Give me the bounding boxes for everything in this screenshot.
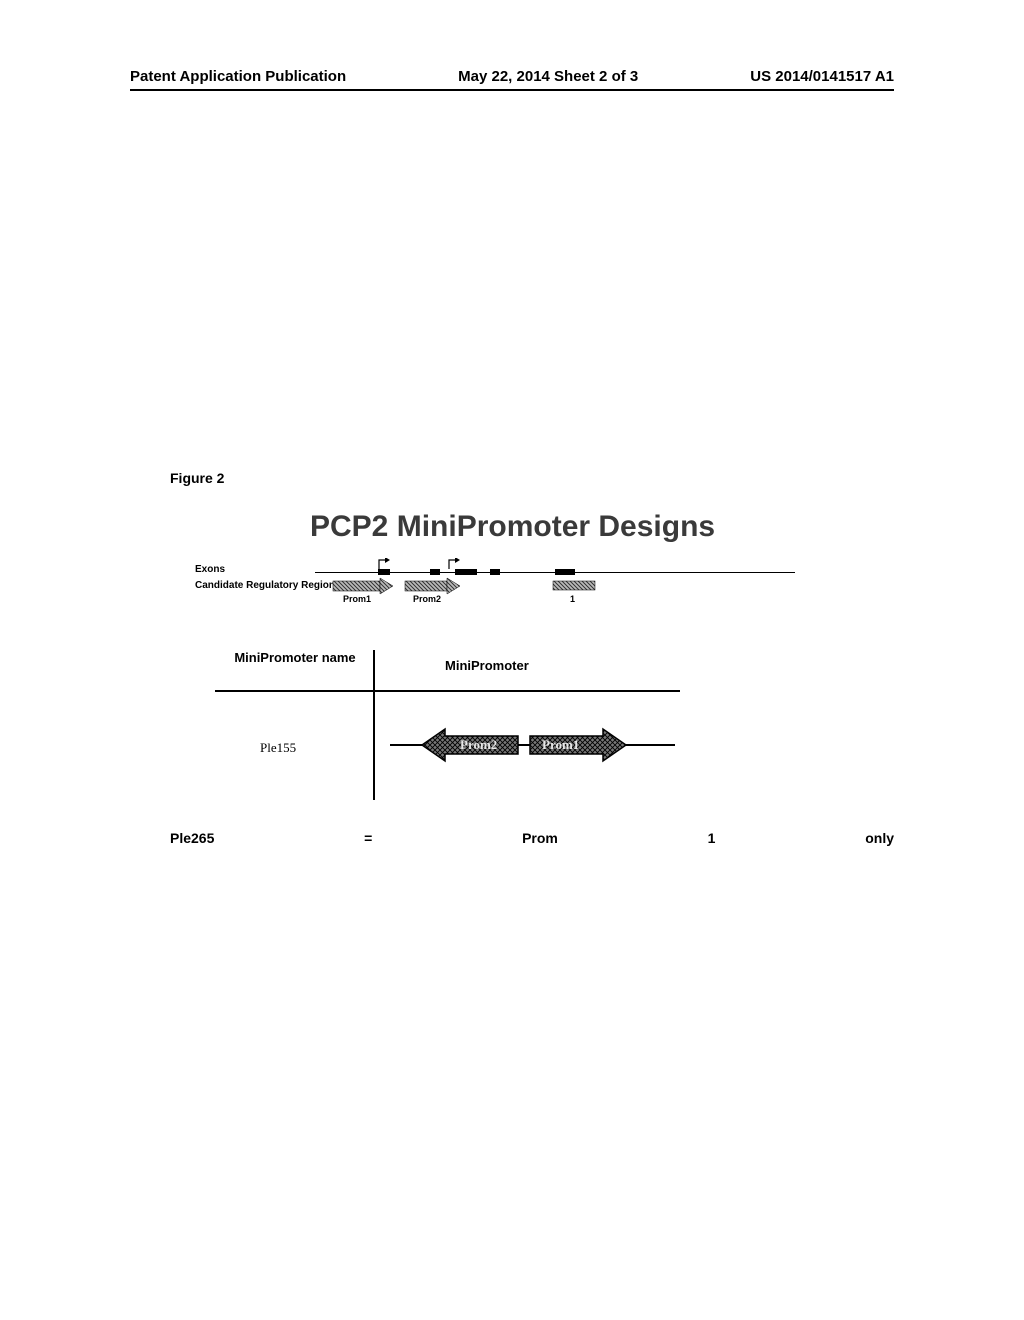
header-center: May 22, 2014 Sheet 2 of 3 [458,68,638,85]
footer-only: only [865,830,894,846]
main-title: PCP2 MiniPromoter Designs [310,510,715,544]
header-right: US 2014/0141517 A1 [750,68,894,85]
table-header-mp: MiniPromoter [445,658,529,673]
table-header-name: MiniPromoter name [225,650,365,665]
exon [378,569,390,575]
footer-one: 1 [708,830,716,846]
exon [490,569,500,575]
tss-arrow [379,558,390,569]
prom2-region [405,578,460,594]
footer-ple265: Ple265 [170,830,214,846]
prom1-label: Prom1 [343,594,371,604]
exon [430,569,440,575]
table-hline [215,690,680,692]
table-vline [373,650,375,800]
exon [555,569,575,575]
prom1-region [333,578,393,594]
figure-label: Figure 2 [170,470,224,486]
tss-arrow [449,558,460,569]
prom1-text: Prom1 [542,737,579,752]
prom2-label: Prom2 [413,594,441,604]
exon [455,569,477,575]
prom2-text: Prom2 [460,737,497,752]
region1-label: 1 [570,594,575,604]
header-left: Patent Application Publication [130,68,346,85]
footer-equation: Ple265 = Prom 1 only [170,830,894,846]
footer-equals: = [364,830,372,846]
genome-diagram: Exons Candidate Regulatory Regions [195,558,805,633]
ple155-construct: Prom2 Prom1 [390,725,680,765]
minipromoter-table: MiniPromoter name MiniPromoter Ple155 Pr… [215,650,685,800]
footer-prom: Prom [522,830,558,846]
region-1-box [553,581,595,590]
row-ple155: Ple155 [260,740,296,756]
diagram-svg [195,558,805,633]
page-header: Patent Application Publication May 22, 2… [130,68,894,91]
